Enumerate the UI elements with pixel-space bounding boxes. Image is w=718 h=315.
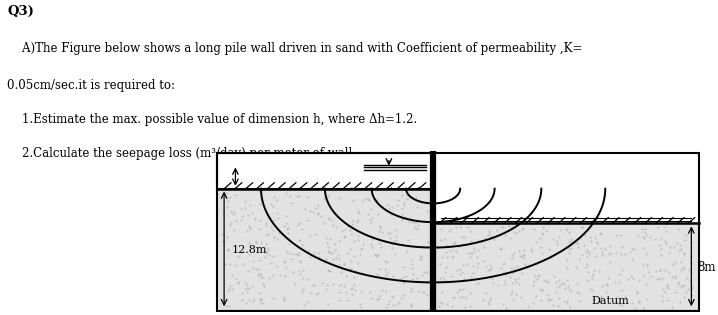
Text: 0.05cm/sec.it is required to:: 0.05cm/sec.it is required to: bbox=[7, 79, 175, 92]
Bar bbox=[433, 224, 699, 311]
Text: Datum: Datum bbox=[591, 296, 629, 306]
Text: h: h bbox=[225, 170, 233, 183]
Text: Q3): Q3) bbox=[7, 4, 34, 18]
Text: A)The Figure below shows a long pile wall driven in sand with Coefficient of per: A)The Figure below shows a long pile wal… bbox=[7, 42, 582, 55]
Bar bbox=[217, 152, 433, 189]
Bar bbox=[217, 189, 433, 311]
Text: 12.8m: 12.8m bbox=[231, 245, 267, 255]
Text: 1.Estimate the max. possible value of dimension h, where Δh=1.2.: 1.Estimate the max. possible value of di… bbox=[7, 113, 417, 126]
Text: 2.Calculate the seepage loss (m³/day) per meter of wall.: 2.Calculate the seepage loss (m³/day) pe… bbox=[7, 147, 356, 160]
Text: 8m: 8m bbox=[697, 261, 716, 273]
